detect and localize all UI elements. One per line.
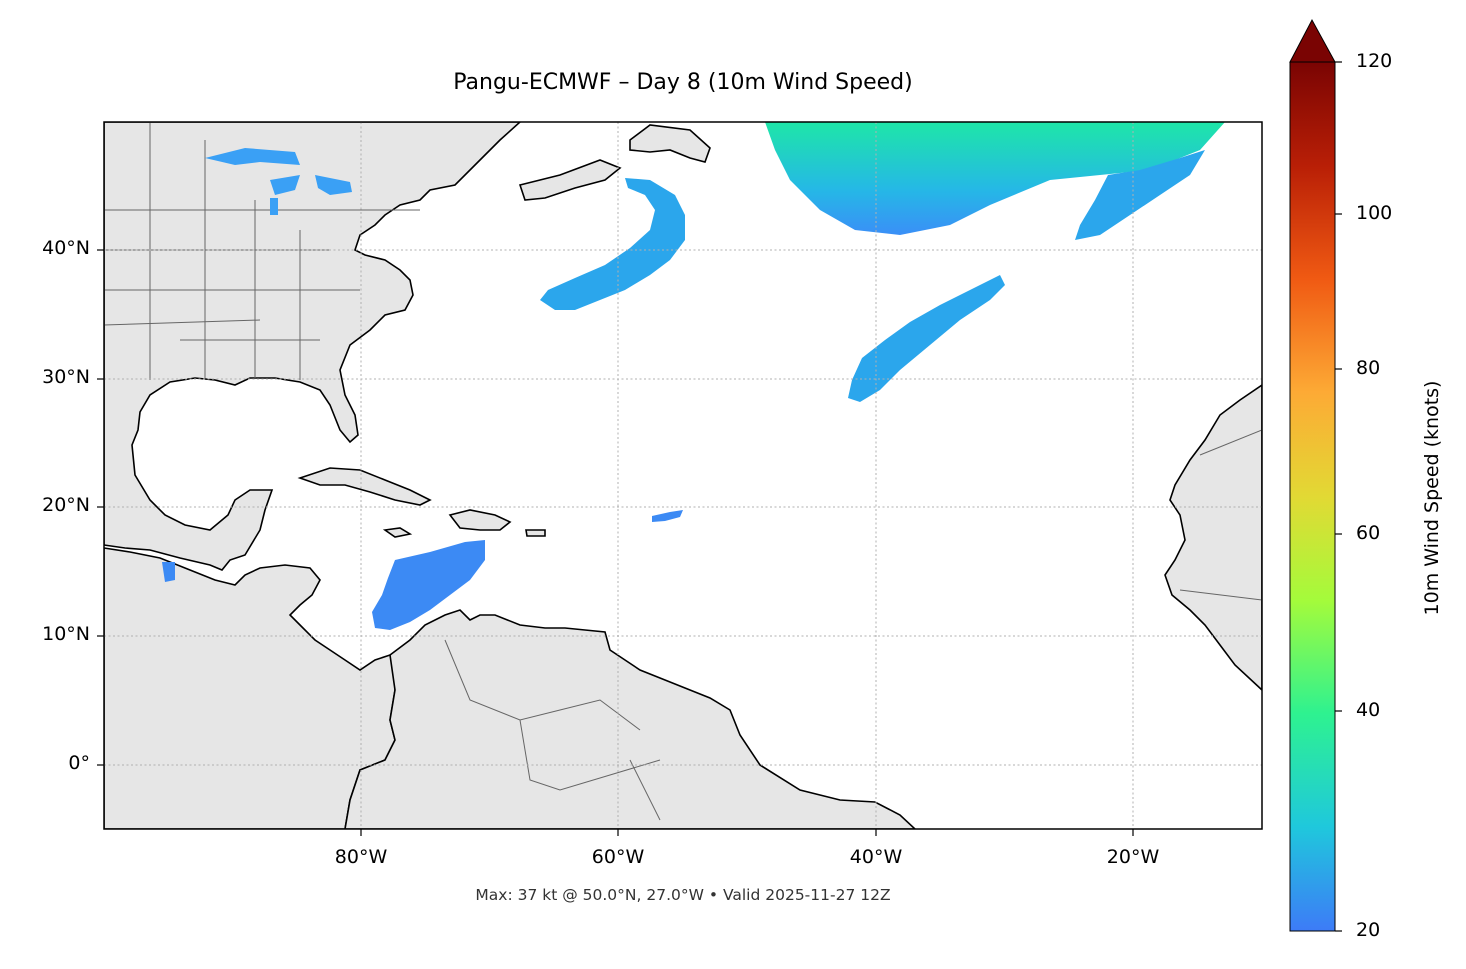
x-tick-label: 20°W: [1106, 846, 1160, 868]
wind-swath-northwest: [540, 178, 685, 310]
africa-land: [1164, 384, 1262, 692]
x-tick-label: 40°W: [849, 846, 903, 868]
x-tick-marks: [360, 829, 1134, 836]
y-tick-marks: [97, 249, 104, 766]
colorbar-tick-label: 60: [1356, 522, 1381, 544]
nova-scotia-land: [518, 159, 622, 201]
colorbar-tick-label: 40: [1356, 699, 1381, 721]
y-tick-label: 10°N: [42, 623, 90, 645]
y-tick-label: 20°N: [42, 494, 90, 516]
colorbar-tick-label: 20: [1356, 919, 1381, 941]
colorbar-extend-arrow: [1289, 18, 1336, 63]
colorbar-label: 10m Wind Speed (knots): [1421, 380, 1443, 616]
south-america-land: [344, 609, 917, 829]
x-tick-label: 80°W: [334, 846, 388, 868]
graticule: [104, 122, 1262, 829]
x-tick-label: 60°W: [591, 846, 645, 868]
jamaica-island: [382, 527, 413, 538]
great-lakes-wind: [205, 148, 352, 215]
newfoundland-land: [629, 124, 711, 163]
wind-swath-caribbean: [372, 540, 485, 630]
wind-patch-small: [652, 510, 683, 522]
colorbar-tick-label: 120: [1356, 50, 1393, 72]
y-tick-label: 30°N: [42, 366, 90, 388]
cuba-island: [297, 467, 432, 506]
puerto-rico-island: [525, 529, 546, 537]
colorbar: [1289, 18, 1342, 932]
wind-swath-north-atlantic: [765, 122, 1225, 235]
wind-swath-central: [848, 275, 1005, 402]
map-footer-caption: Max: 37 kt @ 50.0°N, 27.0°W • Valid 2025…: [475, 886, 891, 904]
wind-swath-east: [1075, 150, 1205, 240]
y-tick-label: 0°: [68, 752, 90, 774]
admin-borders: [104, 122, 1262, 821]
colorbar-tick-label: 80: [1356, 357, 1381, 379]
wind-field: [162, 122, 1225, 630]
colorbar-tick-label: 100: [1356, 202, 1393, 224]
wind-patch-pacific: [162, 562, 175, 582]
north-america-land: [104, 122, 522, 571]
hispaniola-island: [448, 509, 512, 531]
map-frame: [103, 121, 1263, 830]
map-title: Pangu-ECMWF – Day 8 (10m Wind Speed): [453, 70, 913, 95]
y-tick-label: 40°N: [42, 237, 90, 259]
